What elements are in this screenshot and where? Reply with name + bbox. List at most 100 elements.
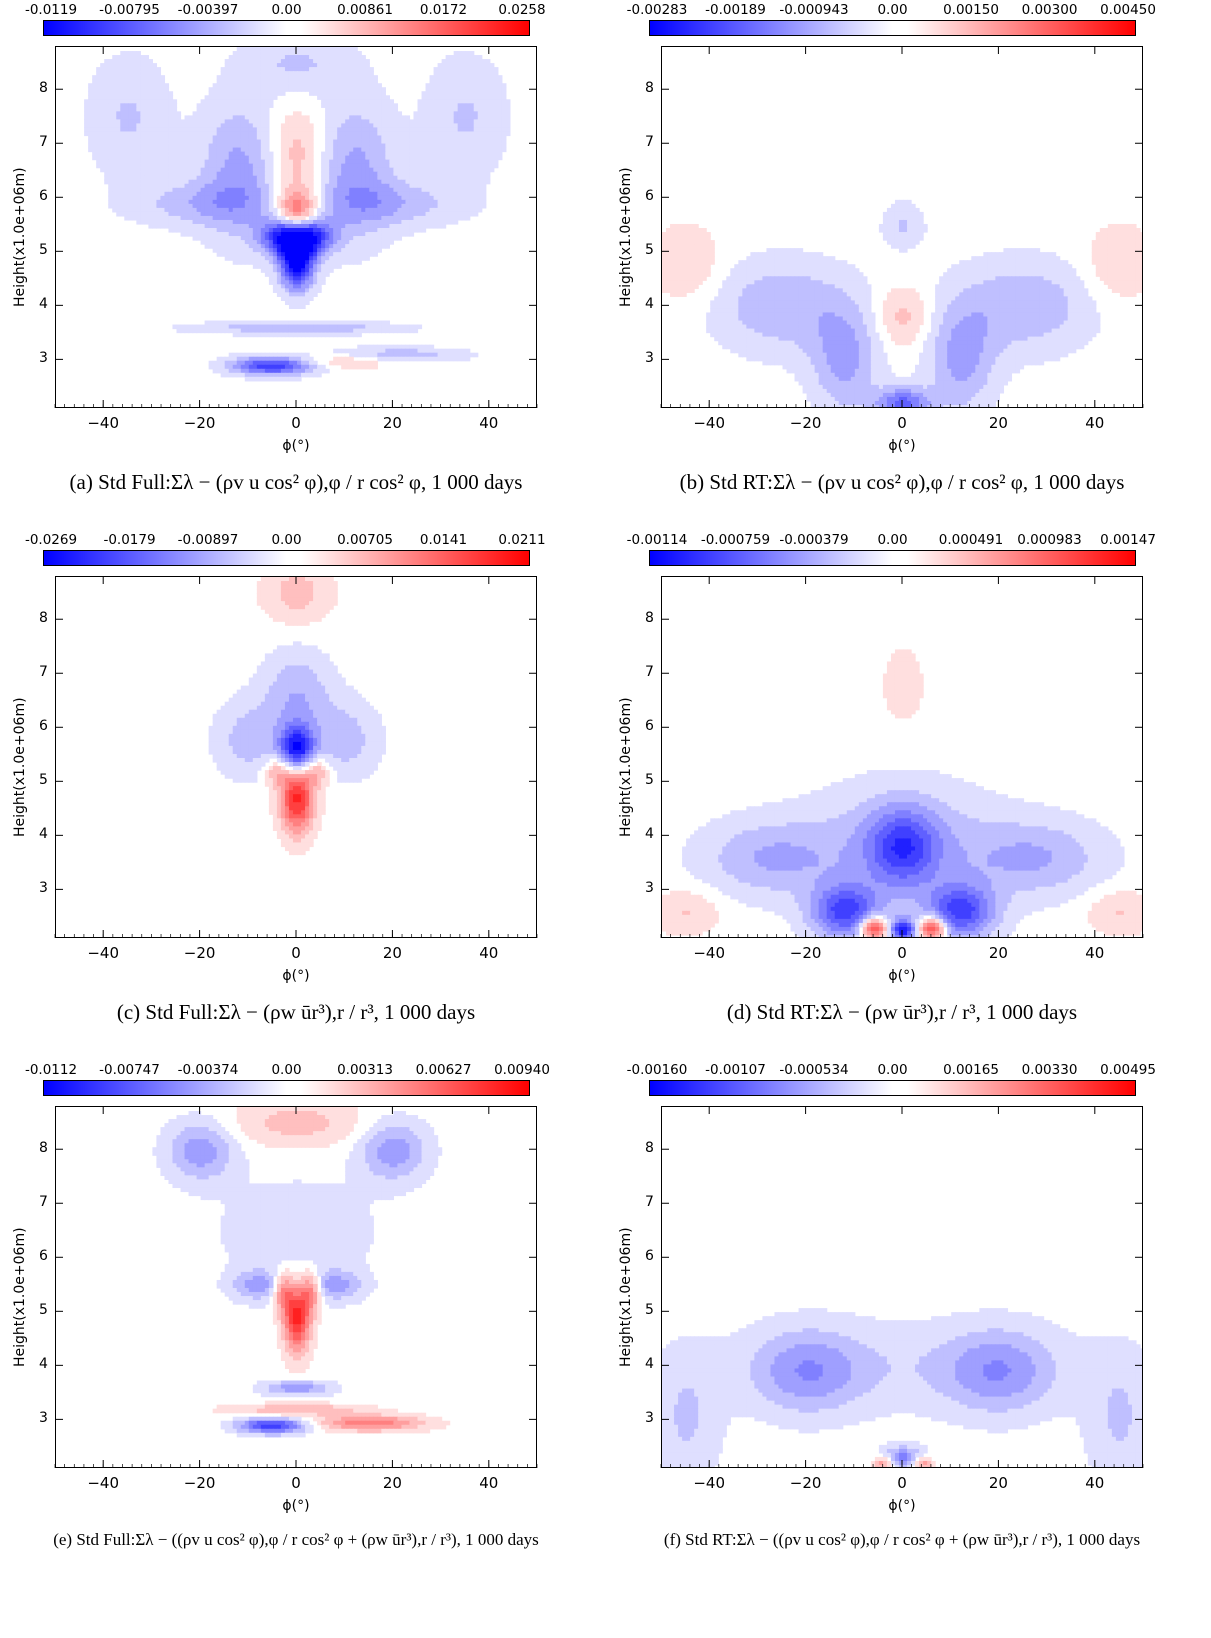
heatmap-cell [260,179,266,185]
heatmap-cell [301,51,306,56]
heatmap-cell [497,75,503,80]
heatmap-cell [260,151,266,157]
heatmap-cell [204,103,210,108]
heatmap-cell [216,79,222,84]
heatmap-cell [329,139,334,145]
heatmap-cell [305,67,310,72]
heatmap-cell [305,71,310,76]
heatmap-cell [208,91,214,96]
heatmap-cell [128,103,133,108]
heatmap-cell [224,115,230,120]
heatmap-cell [301,127,306,133]
heatmap-cell [421,151,427,157]
heatmap-cell [136,75,141,80]
heatmap-cell [184,187,190,193]
heatmap-cell [268,75,274,80]
heatmap-cell [457,171,463,177]
heatmap-cell [248,163,254,169]
heatmap-cell [457,75,463,80]
heatmap-cell [220,123,226,129]
heatmap-cell [485,135,491,141]
heatmap-cell [232,83,238,88]
heatmap-cell [256,127,262,133]
heatmap-cell [172,115,178,120]
heatmap-cell [505,111,511,116]
heatmap-cell [465,123,471,129]
heatmap-cell [469,159,475,165]
heatmap-cell [116,55,121,60]
heatmap-cell [321,171,326,177]
heatmap-cell [485,179,491,185]
heatmap-cell [124,159,129,165]
heatmap-cell [445,71,451,76]
heatmap-cell [240,135,246,141]
heatmap-cell [453,67,459,72]
heatmap-cell [505,103,511,108]
heatmap-cell [220,127,226,133]
heatmap-cell [481,139,487,145]
heatmap-cell [84,115,89,120]
heatmap-cell [461,111,467,116]
heatmap-cell [437,179,443,185]
heatmap-cell [256,183,262,189]
heatmap-cell [361,59,366,64]
heatmap-cell [96,115,101,120]
heatmap-cell [357,135,362,141]
heatmap-cell [497,115,503,120]
heatmap-cell [240,131,246,137]
heatmap-cell [329,167,334,173]
heatmap-cell [365,99,370,104]
heatmap-cell [477,75,483,80]
heatmap-cell [325,179,330,185]
heatmap-cell [204,147,210,153]
heatmap-cell [176,171,182,177]
heatmap-cells [84,47,511,382]
heatmap-cell [385,171,390,177]
heatmap-cell [369,171,374,177]
heatmap-cell [124,55,129,60]
heatmap-cell [377,131,382,137]
heatmap-cell [236,107,242,112]
heatmap-cell [116,167,121,173]
heatmap-cell [301,115,306,120]
heatmap-cell [493,147,499,153]
heatmap-cell [268,79,274,84]
heatmap-cell [280,55,286,60]
heatmap-cell [341,147,346,153]
heatmap-cell [208,187,214,193]
heatmap-cell [192,179,198,185]
heatmap-cell [184,167,190,173]
heatmap-cell [417,107,423,112]
heatmap-cell [493,139,499,145]
heatmap-cell [361,79,366,84]
heatmap-cell [124,71,129,76]
heatmap-cell [381,167,386,173]
heatmap-cell [329,91,334,96]
heatmap-cell [349,147,354,153]
heatmap-cell [244,167,250,173]
heatmap-cell [485,155,491,161]
heatmap-cell [401,171,407,177]
heatmap-cell [473,103,479,108]
heatmap-cell [256,95,262,100]
heatmap-cell [100,63,105,68]
heatmap-cell [461,59,467,64]
heatmap-cell [429,127,435,133]
heatmap-cell [489,123,495,129]
heatmap-cell [104,155,109,161]
heatmap-cell [349,79,354,84]
heatmap-cell [445,115,451,120]
heatmap-cell [501,83,507,88]
heatmap-cell [84,103,89,108]
heatmap-cell [284,87,290,92]
heatmap-cell [264,131,270,137]
heatmap-cell [373,123,378,129]
heatmap-cell [485,103,491,108]
heatmap-cell [224,91,230,96]
heatmap-cell [449,163,455,169]
heatmap-cell [196,171,202,177]
heatmap-cell [329,163,334,169]
heatmap-cell [112,55,117,60]
heatmap-cell [192,175,198,181]
heatmap-cell [377,143,382,149]
